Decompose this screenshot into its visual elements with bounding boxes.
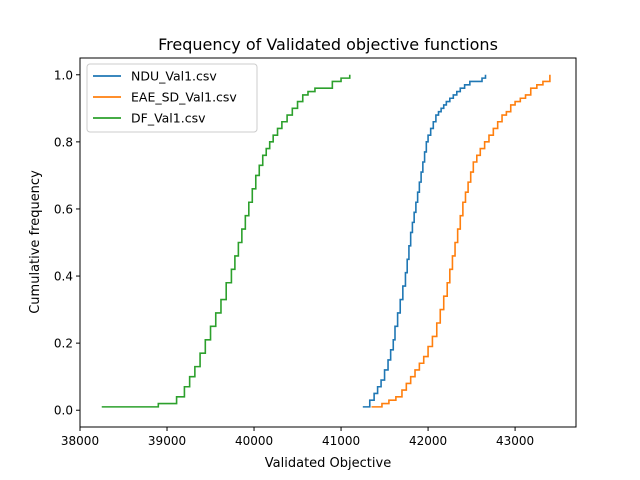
series-line-1 — [362, 74, 487, 408]
y-axis-label: Cumulative frequency — [28, 170, 43, 314]
x-tick-label: 43000 — [496, 434, 534, 448]
legend-label-2: EAE_SD_Val1.csv — [131, 90, 237, 105]
y-tick-label: 0.0 — [54, 404, 73, 418]
x-axis-label: Validated Objective — [265, 456, 391, 471]
y-tick-label: 0.4 — [54, 270, 73, 284]
series-line-2 — [371, 74, 551, 408]
legend-label-3: DF_Val1.csv — [131, 111, 206, 126]
y-tick-label: 0.6 — [54, 202, 73, 216]
x-tick-label: 38000 — [61, 434, 99, 448]
legend-label-1: NDU_Val1.csv — [131, 69, 217, 84]
series-line-3 — [101, 74, 351, 408]
y-tick-label: 0.2 — [54, 337, 73, 351]
x-tick-label: 42000 — [409, 434, 447, 448]
series-layer — [101, 74, 551, 408]
legend-box — [86, 63, 258, 133]
chart-legend: NDU_Val1.csv EAE_SD_Val1.csv DF_Val1.csv — [86, 63, 258, 133]
chart-title: Frequency of Validated objective functio… — [158, 35, 498, 54]
y-tick-label: 0.8 — [54, 135, 73, 149]
x-tick-label: 39000 — [148, 434, 186, 448]
x-axis-ticks: 38000 39000 40000 41000 42000 43000 — [61, 427, 534, 448]
x-tick-label: 41000 — [322, 434, 360, 448]
x-tick-label: 40000 — [235, 434, 273, 448]
y-tick-label: 1.0 — [54, 68, 73, 82]
y-axis-ticks: 0.0 0.2 0.4 0.6 0.8 1.0 — [54, 68, 80, 418]
axes-frame — [79, 57, 577, 428]
